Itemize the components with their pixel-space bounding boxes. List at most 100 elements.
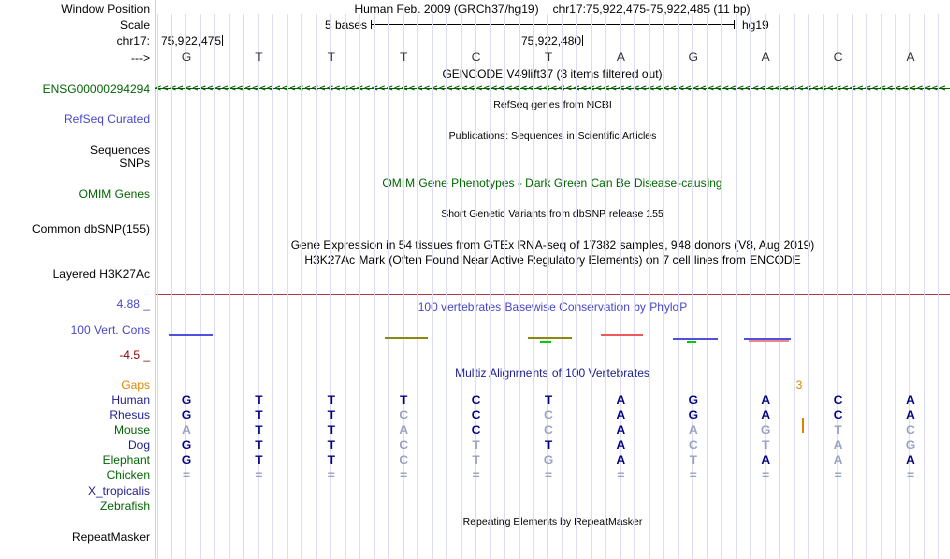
omim-track-title[interactable]: OMIM Gene Phenotypes - Dark Green Can Be… (382, 176, 723, 190)
alignment-base: = (472, 468, 480, 482)
gridline (417, 14, 419, 559)
alignment-base: G (181, 438, 192, 452)
gridline (808, 14, 810, 559)
gridline (764, 14, 766, 559)
gridline (721, 14, 723, 559)
layered-h3k27ac-label[interactable]: Layered H3K27Ac (52, 267, 150, 281)
alignment-base: T (255, 423, 263, 437)
conservation-scale-max: 4.88 _ (116, 297, 150, 311)
scale-bar (371, 24, 735, 25)
coord-right: 75,922,480 (521, 34, 584, 48)
phylop-mark (169, 334, 213, 336)
gridline (590, 14, 592, 559)
alignment-base: C (471, 423, 481, 437)
refseq-track-title[interactable]: RefSeq genes from NCBI (493, 99, 612, 111)
alignment-base: = (834, 468, 842, 482)
assembly-name: Human Feb. 2009 (GRCh37/hg19) (354, 2, 539, 16)
species-label-rhesus[interactable]: Rhesus (109, 408, 150, 422)
alignment-base: T (400, 393, 408, 407)
gridline (301, 14, 303, 559)
base-letter: T (400, 50, 408, 64)
multiz-track-title[interactable]: Multiz Alignments of 100 Vertebrates (455, 366, 650, 380)
gridline (866, 14, 868, 559)
base-letter: A (906, 50, 915, 64)
alignment-base: A (761, 393, 771, 407)
omim-genes-label[interactable]: OMIM Genes (78, 187, 150, 201)
species-label-chicken[interactable]: Chicken (106, 468, 150, 482)
snps-label[interactable]: SNPs (119, 156, 150, 170)
alignment-base: G (181, 453, 192, 467)
gridline (851, 14, 853, 559)
alignment-base: A (616, 453, 626, 467)
alignment-base: G (905, 438, 916, 452)
alignment-base: T (544, 438, 553, 452)
alignment-base: G (688, 393, 698, 407)
strand-direction-label: ---> (131, 51, 150, 65)
species-label-dog[interactable]: Dog (127, 438, 150, 452)
alignment-base: T (255, 393, 263, 407)
gridline (779, 14, 781, 559)
gencode-track-title[interactable]: GENCODE V49lift37 (3 items filtered out) (442, 67, 663, 81)
alignment-base: T (327, 408, 335, 422)
dbsnp-label[interactable]: Common dbSNP(155) (31, 222, 150, 236)
alignment-base: = (182, 468, 190, 482)
alignment-base: A (761, 408, 771, 422)
gridline (518, 14, 520, 559)
repeatmasker-label[interactable]: RepeatMasker (71, 530, 150, 544)
phylop-mark (673, 338, 718, 340)
alignment-base: A (688, 423, 698, 437)
alignment-base: A (833, 438, 843, 452)
alignment-base: A (906, 393, 915, 407)
base-letter: T (327, 50, 335, 64)
gridline (185, 14, 187, 559)
gridline (286, 14, 288, 559)
base-letter: C (471, 50, 481, 64)
gridline (880, 14, 882, 559)
alignment-base: C (399, 453, 409, 467)
gridline (547, 14, 549, 559)
gridline (214, 14, 216, 559)
alignment-base: C (544, 423, 553, 437)
chrom-label: chr17: (116, 34, 150, 48)
scale-distance: 5 bases (324, 18, 367, 32)
species-label-elephant[interactable]: Elephant (102, 453, 150, 467)
alignment-base: = (544, 468, 552, 482)
gencode-gene-label[interactable]: ENSG00000294294 (42, 82, 150, 96)
sequences-label[interactable]: Sequences (89, 143, 150, 157)
alignment-base: G (688, 408, 698, 422)
alignment-base: = (689, 468, 697, 482)
gridline (619, 14, 621, 559)
species-label-mouse[interactable]: Mouse (113, 423, 150, 437)
alignment-base: C (399, 438, 409, 452)
conservation-track-title[interactable]: 100 vertebrates Basewise Conservation by… (417, 300, 688, 314)
gridline (750, 14, 752, 559)
repeatmasker-track-title[interactable]: Repeating Elements by RepeatMasker (462, 516, 643, 528)
conservation-label[interactable]: 100 Vert. Cons (70, 323, 150, 337)
dbsnp-track-title[interactable]: Short Genetic Variants from dbSNP releas… (441, 208, 664, 220)
alignment-base: A (906, 408, 915, 422)
gridline (344, 14, 346, 559)
alignment-base: C (471, 393, 481, 407)
reverse-strand-arrows-icon[interactable]: <<<<<<<<<<<<<<<<<<<<<<<<<<<<<<<<<<<<<<<<… (155, 83, 947, 94)
gridline (938, 14, 940, 559)
refseq-curated-label[interactable]: RefSeq Curated (63, 112, 150, 126)
phylop-mark (528, 337, 572, 339)
alignment-base: C (688, 438, 698, 452)
alignment-base: A (616, 393, 626, 407)
species-label-human[interactable]: Human (111, 393, 150, 407)
gridline (576, 14, 578, 559)
alignment-base: G (181, 408, 192, 422)
species-label-x_tropicalis[interactable]: X_tropicalis (87, 484, 150, 498)
gtex-track-title[interactable]: Gene Expression in 54 tissues from GTEx … (290, 238, 815, 252)
alignment-base: T (327, 393, 335, 407)
h3k27ac-track-title[interactable]: H3K27Ac Mark (Often Found Near Active Re… (304, 253, 801, 267)
alignment-base: T (472, 453, 480, 467)
track-left-boundary-line (155, 0, 156, 559)
gaps-row-label[interactable]: Gaps (121, 378, 150, 392)
conservation-scale-min: -4.5 _ (119, 348, 150, 362)
alignment-base: = (906, 468, 914, 482)
coord-left: 75,922,475 (161, 34, 224, 48)
publications-track-title[interactable]: Publications: Sequences in Scientific Ar… (448, 130, 657, 142)
gap-insert-tick (802, 418, 804, 433)
species-label-zebrafish[interactable]: Zebrafish (99, 499, 150, 513)
